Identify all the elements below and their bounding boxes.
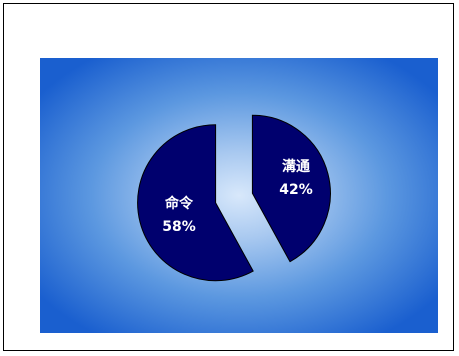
pie-chart: 溝通 42% 命令 58% [137, 114, 331, 282]
plot-area: 溝通 42% 命令 58% [40, 58, 438, 333]
slice-label-溝通: 溝通 [282, 158, 310, 175]
slice-label-命令: 命令 [164, 195, 194, 212]
chart-frame: 溝通 42% 命令 58% [3, 3, 454, 351]
pie-slice-命令 [137, 124, 254, 282]
pie-slice-溝通 [251, 114, 331, 263]
slice-value-溝通: 42% [279, 182, 313, 198]
slice-value-命令: 58% [162, 219, 196, 235]
